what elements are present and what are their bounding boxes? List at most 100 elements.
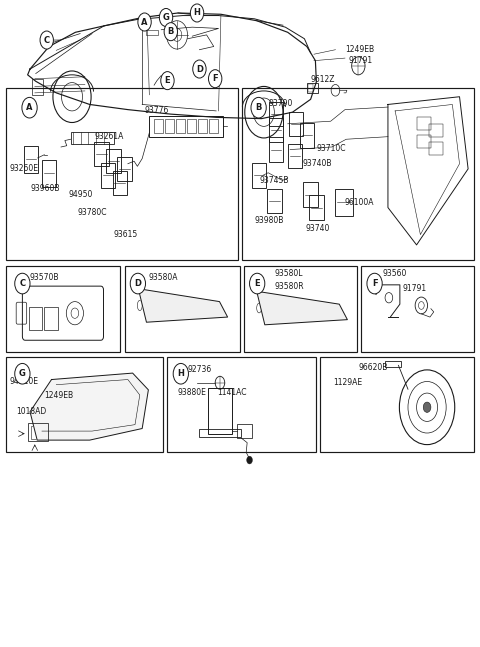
Circle shape: [164, 23, 178, 41]
Text: D: D: [134, 279, 142, 288]
Circle shape: [22, 98, 37, 118]
Bar: [385, 361, 401, 367]
Text: B: B: [168, 27, 174, 36]
Text: 93790: 93790: [269, 99, 293, 107]
Text: 1249EB: 1249EB: [44, 391, 73, 400]
Text: 93580L: 93580L: [275, 269, 303, 278]
Circle shape: [159, 8, 173, 27]
Bar: [6, 265, 120, 353]
Bar: [71, 131, 114, 144]
Text: E: E: [165, 76, 170, 85]
Text: 93615: 93615: [114, 230, 138, 239]
Text: 1018AD: 1018AD: [16, 406, 46, 415]
Text: G: G: [163, 13, 169, 22]
Bar: [31, 426, 38, 439]
Bar: [309, 195, 324, 220]
Polygon shape: [257, 291, 348, 325]
Text: 93560: 93560: [382, 269, 407, 278]
Bar: [209, 119, 217, 133]
Text: 93780C: 93780C: [78, 208, 107, 217]
Text: D: D: [196, 65, 203, 74]
Bar: [237, 424, 252, 438]
Text: 1141AC: 1141AC: [217, 388, 247, 397]
Bar: [242, 89, 474, 260]
Bar: [149, 116, 223, 137]
Text: H: H: [193, 8, 201, 17]
Text: 9612Z: 9612Z: [311, 76, 335, 85]
Text: C: C: [44, 36, 50, 45]
Text: 1249EB: 1249EB: [345, 45, 374, 54]
Circle shape: [40, 31, 53, 49]
Bar: [307, 83, 318, 93]
Circle shape: [130, 273, 145, 294]
Text: 1129AE: 1129AE: [333, 378, 362, 388]
Bar: [429, 124, 443, 137]
Bar: [267, 189, 281, 214]
Text: H: H: [178, 369, 184, 378]
Bar: [336, 189, 353, 216]
Polygon shape: [138, 289, 228, 322]
Text: 94950: 94950: [68, 190, 93, 199]
Text: 94510E: 94510E: [10, 377, 39, 386]
Text: A: A: [141, 17, 148, 27]
Circle shape: [193, 60, 206, 78]
Text: 93570B: 93570B: [29, 272, 59, 281]
Circle shape: [208, 70, 222, 88]
Bar: [107, 149, 120, 173]
Bar: [42, 160, 56, 187]
Bar: [154, 119, 163, 133]
Bar: [124, 265, 240, 353]
Bar: [308, 85, 313, 92]
Text: 92736: 92736: [188, 366, 212, 375]
Bar: [300, 123, 314, 148]
Bar: [417, 135, 431, 148]
Bar: [44, 307, 58, 330]
Text: 96100A: 96100A: [345, 198, 374, 207]
Text: 93580A: 93580A: [148, 272, 178, 281]
Text: 93580R: 93580R: [275, 281, 304, 291]
Bar: [429, 142, 443, 155]
Text: G: G: [19, 369, 26, 378]
Circle shape: [423, 402, 431, 412]
Text: 93260E: 93260E: [10, 164, 39, 173]
Bar: [29, 307, 42, 330]
Text: 93745B: 93745B: [259, 176, 288, 185]
Circle shape: [247, 456, 252, 464]
Bar: [244, 265, 358, 353]
Circle shape: [15, 364, 30, 384]
Bar: [6, 357, 163, 452]
Bar: [198, 119, 206, 133]
Text: 93710C: 93710C: [316, 144, 346, 153]
Bar: [95, 142, 109, 166]
Bar: [320, 357, 474, 452]
Bar: [252, 163, 266, 188]
Text: 91791: 91791: [402, 283, 426, 292]
Circle shape: [15, 273, 30, 294]
Text: 93980B: 93980B: [254, 216, 284, 225]
Bar: [113, 171, 127, 195]
Bar: [146, 30, 158, 35]
Text: 93261A: 93261A: [95, 132, 124, 141]
Circle shape: [367, 273, 382, 294]
Text: 93740B: 93740B: [302, 159, 332, 168]
Bar: [165, 119, 174, 133]
Bar: [28, 423, 48, 441]
Text: F: F: [372, 279, 377, 288]
Text: 93776: 93776: [144, 106, 169, 115]
Bar: [187, 119, 196, 133]
Bar: [176, 119, 185, 133]
Bar: [288, 144, 302, 168]
Circle shape: [191, 4, 204, 22]
Text: A: A: [26, 103, 33, 112]
Bar: [24, 146, 37, 173]
Circle shape: [250, 273, 265, 294]
Bar: [417, 117, 431, 130]
Bar: [303, 182, 318, 207]
Bar: [269, 137, 283, 162]
Text: B: B: [255, 103, 262, 112]
Bar: [101, 163, 115, 188]
Bar: [6, 89, 238, 260]
Text: E: E: [254, 279, 260, 288]
Bar: [269, 102, 283, 126]
Text: C: C: [19, 279, 25, 288]
